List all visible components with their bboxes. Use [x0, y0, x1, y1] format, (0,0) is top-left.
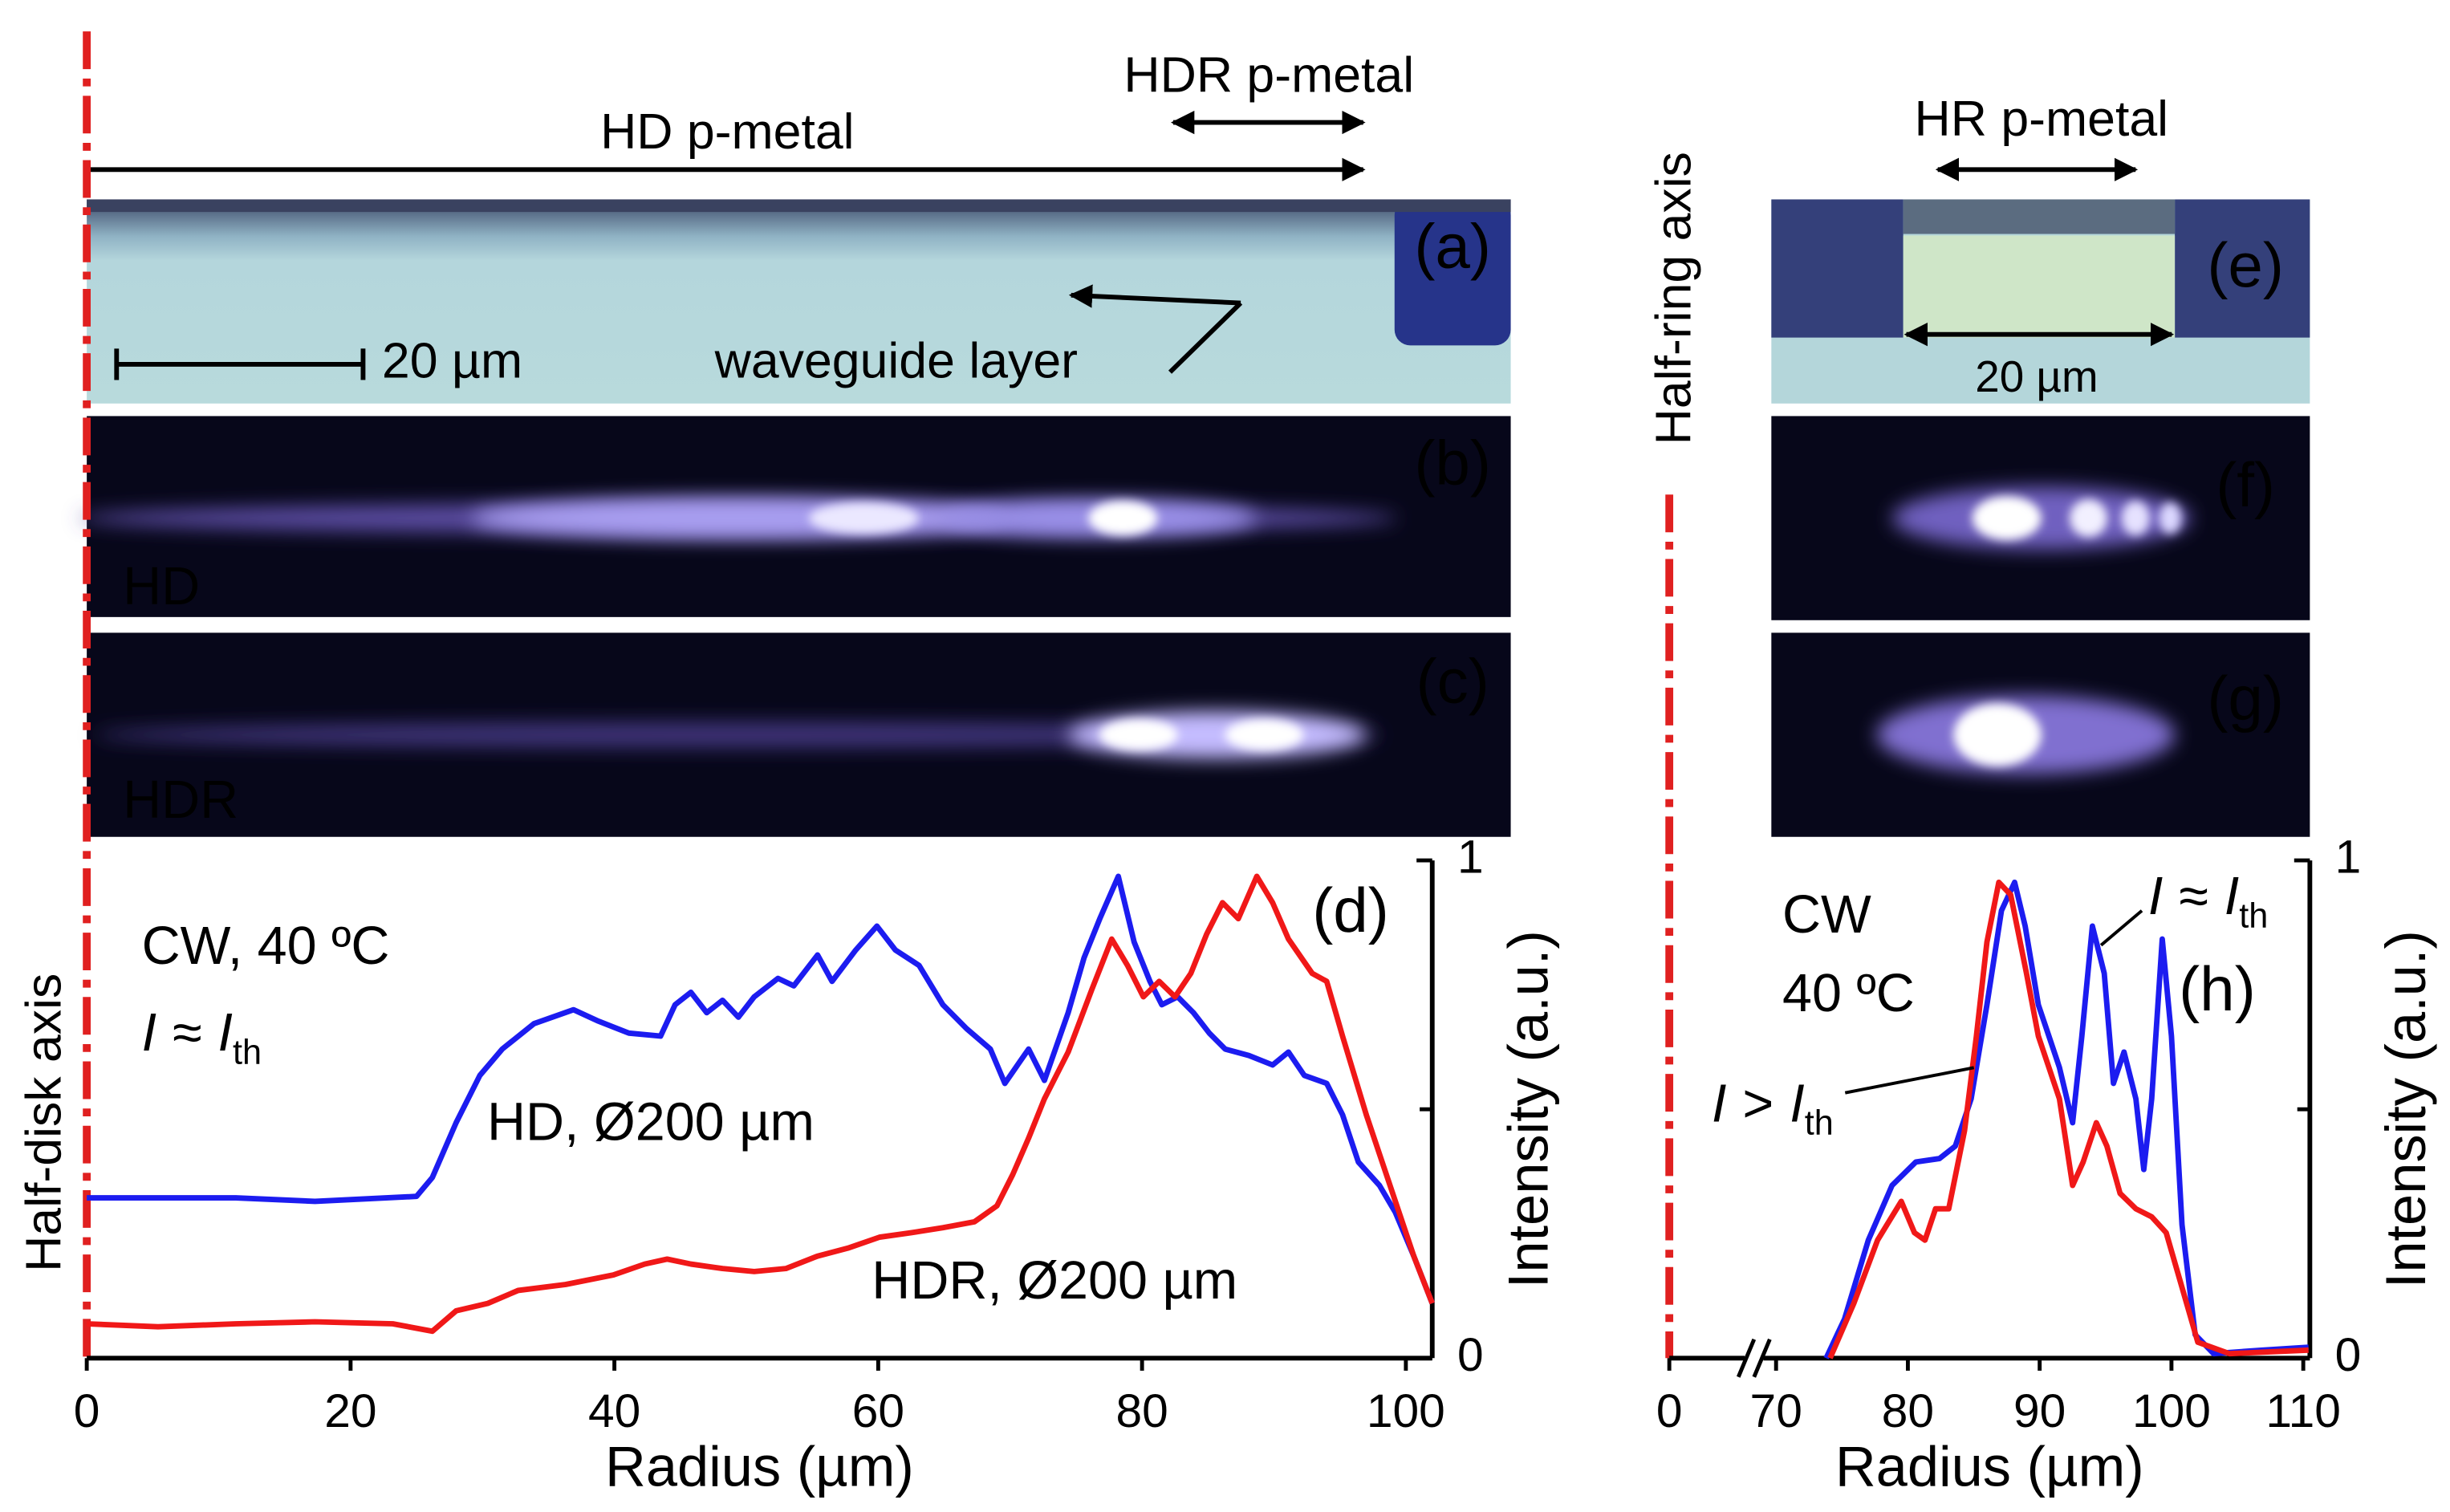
y-axis-label: Intensity (a.u.)	[1497, 930, 1560, 1288]
annotation-arrows	[87, 110, 2175, 380]
series-line	[1827, 879, 2309, 1360]
micrograph-e	[1771, 199, 2310, 404]
leader-line	[1844, 1066, 1975, 1095]
x-tick-label: 0	[1656, 1385, 1683, 1437]
micrograph-g	[1771, 632, 2310, 837]
condition-label: CW, 40 ºC	[142, 917, 390, 976]
curve-annotation-part: >	[1742, 1074, 1774, 1133]
y-tick-label: 0	[1457, 1329, 1484, 1381]
label: HDR	[123, 770, 238, 830]
curve-annotation: I > Ith	[1712, 1074, 1834, 1143]
current-label-part: ≈	[173, 1003, 202, 1063]
y-axis-label: Intensity (a.u.)	[2374, 930, 2437, 1288]
scale-label: 20 µm	[382, 332, 522, 388]
x-tick-label: 60	[852, 1385, 904, 1437]
series-line	[87, 873, 1435, 1305]
x-axis-label: Radius (µm)	[605, 1435, 914, 1498]
series-line	[1823, 879, 2309, 1360]
series-line	[86, 873, 1435, 1335]
micrograph-b	[79, 416, 1511, 617]
panel-label: (c)	[1416, 646, 1489, 717]
y-tick-label: 0	[2335, 1329, 2362, 1381]
label: HD	[123, 557, 200, 616]
current-label: I ≈ Ith	[142, 1003, 262, 1072]
label: waveguide layer	[714, 332, 1078, 388]
panel-label: (g)	[2207, 663, 2284, 734]
micrograph-a	[87, 199, 1511, 404]
panel-label: (e)	[2207, 230, 2284, 300]
micrograph-c	[87, 632, 1511, 837]
y-tick-label: 1	[2335, 831, 2362, 884]
y-tick-label: 1	[1457, 831, 1484, 884]
x-tick-label: 90	[2013, 1385, 2066, 1437]
current-label-part: I	[217, 1003, 232, 1063]
micrograph-f	[1771, 416, 2310, 620]
x-axis-label: Radius (µm)	[1835, 1435, 2144, 1498]
current-label-part: I	[142, 1003, 156, 1063]
curve-annotation-part: th	[1805, 1104, 1834, 1143]
x-tick-label: 0	[74, 1385, 100, 1437]
series-label: HD, Ø200 µm	[487, 1092, 815, 1152]
curve-annotation-part: th	[2239, 897, 2268, 936]
label: HR p-metal	[1915, 91, 2169, 147]
axis-name: Half-disk axis	[16, 973, 72, 1272]
x-tick-label: 80	[1115, 1385, 1168, 1437]
x-tick-label: 20	[324, 1385, 376, 1437]
leader-line	[2099, 909, 2143, 947]
x-tick-label: 100	[1367, 1385, 1445, 1437]
curve-annotation-part: I	[1790, 1074, 1804, 1133]
x-tick-label: 110	[2265, 1385, 2341, 1437]
curve-annotation-part: ≈	[2179, 867, 2208, 926]
curve-annotation-part: I	[1712, 1074, 1726, 1133]
current-label-part: th	[233, 1034, 262, 1072]
x-tick-label: 70	[1750, 1385, 1802, 1437]
scale-label: 20 µm	[1975, 352, 2098, 401]
x-tick-label: 80	[1882, 1385, 1934, 1437]
label: HDR p-metal	[1123, 47, 1414, 103]
condition-label: 40 ºC	[1782, 964, 1915, 1023]
condition-label: CW	[1782, 885, 1871, 945]
panel-label: (h)	[2179, 953, 2256, 1024]
axis-name: Half-ring axis	[1645, 152, 1701, 445]
curve-annotation: I ≈ Ith	[2148, 867, 2268, 936]
curve-annotation-part: I	[2225, 867, 2239, 926]
panel-label: (d)	[1312, 875, 1389, 945]
panel-label: (b)	[1414, 428, 1491, 498]
series-label: HDR, Ø200 µm	[872, 1251, 1237, 1311]
curve-annotation-part: I	[2148, 867, 2163, 926]
panel-label: (f)	[2216, 449, 2275, 520]
x-tick-label: 100	[2132, 1385, 2211, 1437]
x-tick-label: 40	[588, 1385, 640, 1437]
axis-break-mark	[1736, 1338, 1757, 1378]
axis-break-mark	[1752, 1338, 1772, 1378]
label: HD p-metal	[600, 104, 855, 160]
panel-label: (a)	[1414, 211, 1491, 282]
